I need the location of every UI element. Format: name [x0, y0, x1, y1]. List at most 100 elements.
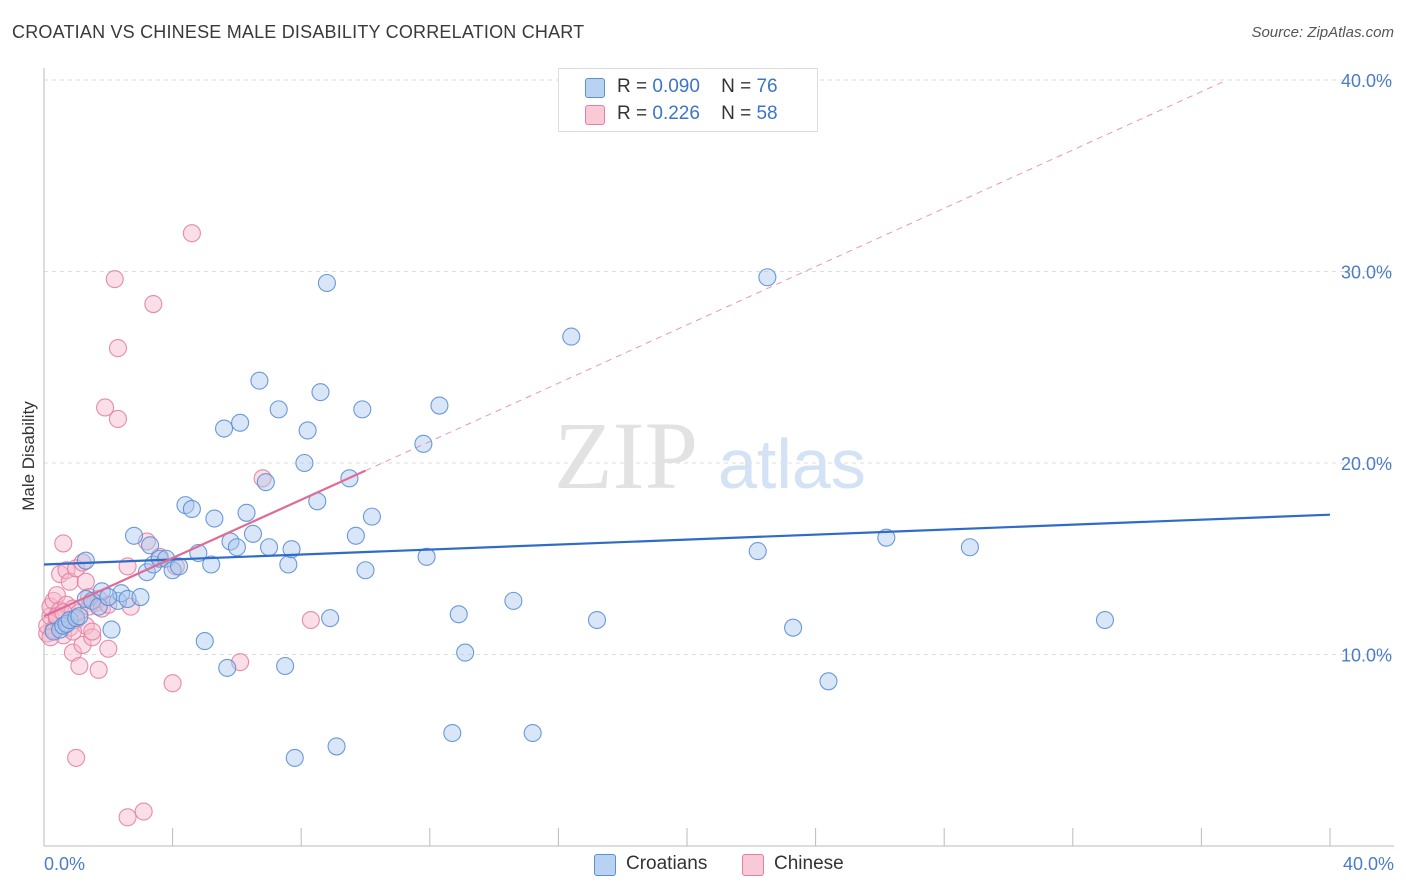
x-tick-label-min: 0.0%	[44, 854, 85, 874]
croatian-point	[205, 509, 224, 528]
y-tick-label: 30.0%	[1341, 263, 1392, 283]
croatian-point	[141, 536, 160, 555]
chinese-point	[96, 398, 115, 417]
chinese-trend-extension	[365, 79, 1228, 472]
chinese-point	[83, 628, 102, 647]
legend-swatch-blue	[585, 78, 605, 98]
croatian-point	[279, 555, 298, 574]
croatian-point	[298, 421, 317, 440]
croatian-point	[182, 499, 201, 519]
croatian-point	[214, 419, 234, 438]
croatian-point	[269, 400, 288, 419]
legend-r-label: R =	[617, 103, 648, 124]
croatian-point	[243, 524, 263, 543]
source-label: Source: ZipAtlas.com	[1251, 24, 1394, 41]
croatian-point	[99, 587, 118, 607]
croatian-point	[356, 561, 375, 580]
croatian-point	[1095, 610, 1114, 630]
chart-title: CROATIAN VS CHINESE MALE DISABILITY CORR…	[12, 22, 585, 42]
series-croatians-points	[44, 268, 1114, 767]
watermark-atlas: atlas	[718, 425, 866, 503]
chinese-point	[99, 639, 118, 658]
chinese-point	[83, 622, 102, 641]
watermark: ZIP atlas	[554, 402, 866, 509]
croatian-point	[76, 551, 95, 570]
grid-lines	[44, 79, 1394, 655]
croatian-point	[327, 737, 346, 756]
bottom-legend-label-chinese: Chinese	[774, 853, 844, 874]
x-tick-label-max: 40.0%	[1343, 854, 1394, 874]
croatian-point	[231, 413, 250, 432]
chinese-point	[108, 339, 127, 358]
chinese-point	[108, 409, 127, 429]
croatian-point	[285, 748, 304, 767]
croatian-point	[227, 538, 246, 557]
croatian-point	[202, 555, 221, 574]
croatians-trend-line	[43, 513, 1331, 566]
croatian-point	[70, 607, 89, 626]
croatian-point	[218, 658, 237, 677]
croatian-point	[960, 538, 979, 557]
legend-n-label: N =	[721, 103, 752, 124]
chinese-point	[163, 674, 182, 693]
croatian-point	[417, 547, 436, 566]
legend-r-label: R =	[617, 76, 648, 97]
legend-r-value: 0.226	[652, 103, 700, 124]
croatian-point	[276, 656, 295, 676]
chinese-point	[47, 586, 66, 605]
series-chinese-points	[38, 224, 320, 827]
chinese-point	[182, 224, 201, 243]
bottom-legend-label-croatians: Croatians	[626, 853, 708, 874]
croatian-point	[321, 609, 340, 628]
trend-lines	[43, 79, 1331, 618]
croatian-point	[311, 383, 330, 402]
y-tick-label: 40.0%	[1341, 71, 1392, 91]
y-tick-label: 10.0%	[1341, 646, 1392, 666]
chinese-point	[67, 748, 86, 767]
legend-n-value: 58	[756, 103, 778, 124]
croatian-point	[256, 473, 275, 492]
correlation-legend: R = 0.090 N = 76 R = 0.226 N = 58	[558, 68, 818, 132]
croatian-point	[877, 528, 896, 547]
croatian-point	[237, 503, 256, 522]
croatian-point	[353, 400, 372, 419]
croatian-point	[784, 618, 803, 637]
croatian-point	[758, 268, 777, 287]
croatian-point	[449, 605, 468, 624]
croatian-point	[102, 620, 121, 639]
legend-n-label: N =	[721, 76, 752, 97]
croatian-point	[430, 396, 449, 415]
bottom-legend-swatch-blue	[594, 854, 616, 876]
croatian-point	[67, 609, 86, 628]
y-tick-label: 20.0%	[1341, 454, 1392, 474]
croatian-point	[250, 371, 269, 390]
croatian-point	[443, 723, 462, 743]
y-axis-title: Male Disability	[19, 401, 38, 511]
chinese-point	[54, 534, 73, 553]
croatian-point	[60, 610, 79, 630]
chinese-point	[89, 660, 108, 679]
croatian-point	[456, 643, 475, 662]
croatian-point	[169, 557, 189, 576]
croatian-point	[195, 632, 214, 651]
chinese-point	[76, 572, 95, 591]
legend-text-chinese: R = 0.226 N = 58	[617, 103, 778, 125]
croatian-point	[587, 610, 607, 630]
legend-r-value: 0.090	[652, 76, 700, 97]
croatian-point	[89, 597, 108, 616]
watermark-zip: ZIP	[554, 402, 698, 509]
legend-swatch-pink	[585, 105, 605, 125]
legend-text-croatians: R = 0.090 N = 76	[617, 76, 778, 98]
croatian-point	[295, 453, 314, 473]
y-tick-labels: 10.0% 20.0% 30.0% 40.0%	[1341, 71, 1392, 666]
croatian-point	[414, 434, 433, 453]
croatian-point	[131, 587, 150, 607]
croatian-point	[317, 273, 336, 293]
croatian-point	[819, 672, 838, 691]
croatian-point	[562, 327, 581, 346]
croatian-point	[259, 538, 279, 557]
x-ticks	[43, 828, 1331, 846]
croatian-point	[748, 542, 767, 561]
chinese-point	[301, 610, 320, 630]
